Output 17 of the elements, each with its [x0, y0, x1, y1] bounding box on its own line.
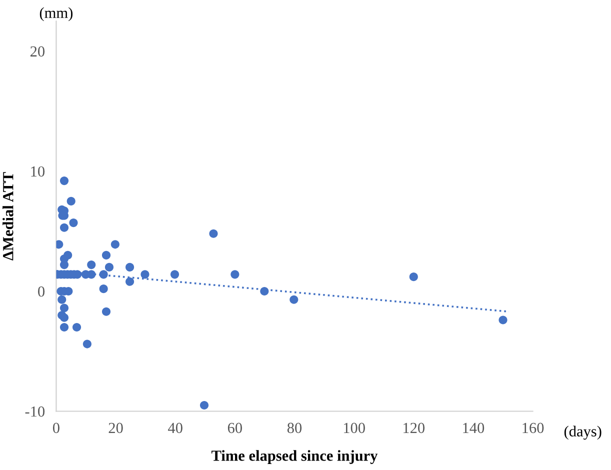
x-tick-label: 40	[168, 422, 182, 434]
y-axis-title: ΔMedial ATT	[2, 172, 14, 260]
x-tick-label: 140	[463, 422, 484, 434]
x-tick-label: 120	[404, 422, 425, 434]
x-axis-title: Time elapsed since injury	[211, 450, 378, 464]
x-tick-label: 20	[108, 422, 123, 434]
text: (days)	[564, 426, 602, 440]
x-tick-label: 80	[287, 422, 302, 434]
y-tick-label: -10	[25, 406, 45, 417]
y-tick-label: 20	[30, 46, 45, 57]
x-tick-label: 0	[52, 422, 60, 434]
y-tick-label: 10	[31, 166, 45, 177]
x-tick-label: 100	[344, 422, 365, 434]
x-tick-label: 160	[522, 422, 544, 434]
y-tick-label: 0	[38, 286, 45, 297]
x-tick-label: 60	[228, 422, 242, 434]
annotation: (mm)	[40, 7, 73, 22]
